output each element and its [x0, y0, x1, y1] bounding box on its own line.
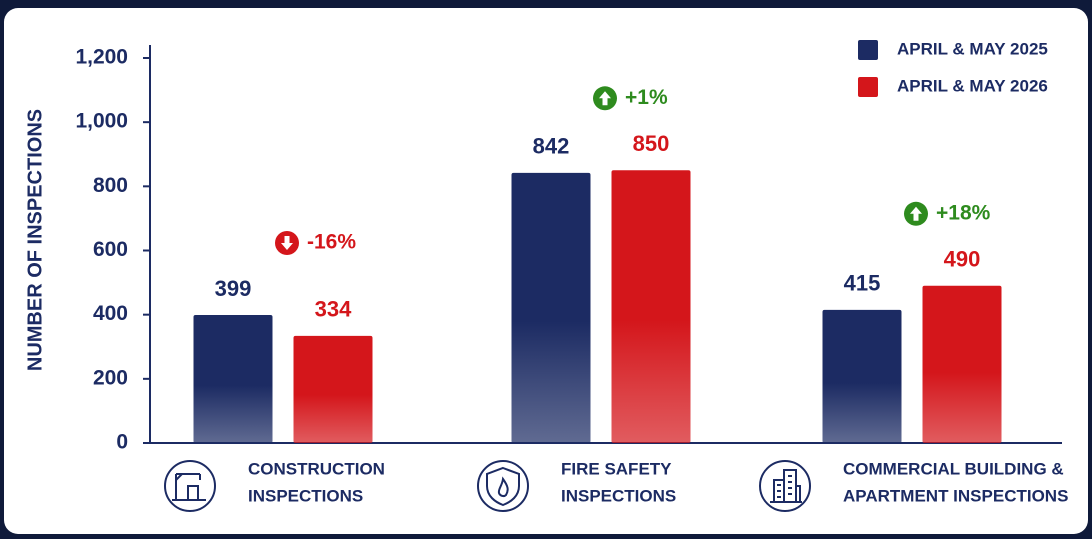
value-label: 415 [844, 271, 881, 296]
y-tick-label: 400 [93, 302, 128, 325]
x-tick-label: FIRE SAFETY [561, 459, 672, 478]
value-label: 842 [533, 134, 570, 159]
y-tick-label: 1,200 [75, 46, 128, 69]
value-label: 399 [215, 276, 252, 301]
value-label: 490 [944, 247, 981, 272]
icons [164, 460, 811, 512]
shield-icon [486, 466, 520, 507]
bar [922, 285, 1002, 443]
change-arrow [910, 206, 922, 221]
change-label: -16% [307, 231, 356, 254]
change-label: +1% [625, 86, 668, 109]
y-tick-label: 1,000 [75, 110, 128, 133]
y-tick-label: 800 [93, 174, 128, 197]
building-icon [770, 469, 802, 503]
icon-ring [164, 460, 216, 512]
legend-label: APRIL & MAY 2025 [897, 39, 1048, 58]
icon-ring [477, 460, 529, 512]
icon-ring [759, 460, 811, 512]
bar [611, 170, 691, 443]
y-axis-title: NUMBER OF INSPECTIONS [24, 109, 46, 371]
crane-icon [172, 473, 206, 501]
legend-swatch [858, 40, 878, 60]
y-tick-label: 0 [116, 431, 128, 454]
y-tick-label: 600 [93, 238, 128, 261]
change-arrow [281, 235, 293, 250]
x-tick-label: INSPECTIONS [561, 486, 676, 505]
change-arrow [599, 91, 611, 106]
legend-label: APRIL & MAY 2026 [897, 76, 1048, 95]
x-tick-label: APARTMENT INSPECTIONS [843, 486, 1068, 505]
bar [822, 309, 902, 443]
bar [511, 172, 591, 443]
x-tick-label: COMMERCIAL BUILDING & [843, 459, 1064, 478]
bar [193, 314, 273, 443]
bar [293, 335, 373, 443]
x-tick-label: CONSTRUCTION [248, 459, 385, 478]
y-tick-label: 200 [93, 366, 128, 389]
value-label: 850 [633, 131, 670, 156]
change-label: +18% [936, 201, 991, 224]
x-tick-label: INSPECTIONS [248, 486, 363, 505]
value-label: 334 [315, 297, 352, 322]
legend-swatch [858, 77, 878, 97]
